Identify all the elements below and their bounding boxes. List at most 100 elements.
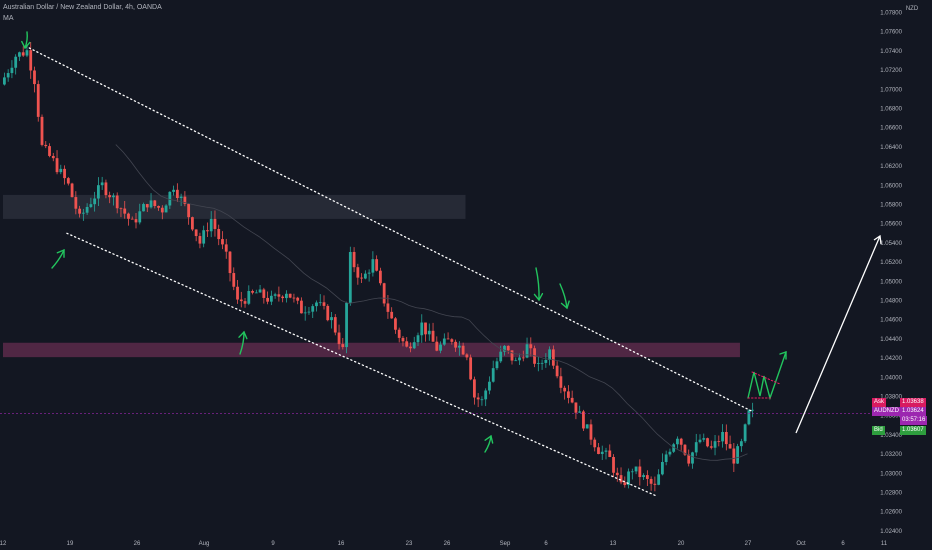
candle-body: [160, 207, 164, 213]
annotations: [21, 31, 787, 453]
candle-body: [85, 206, 89, 213]
price-tick-label: 1.04200: [880, 356, 902, 362]
candle-body: [164, 205, 168, 213]
target-arrowhead: [873, 234, 882, 245]
candle-body: [473, 379, 476, 398]
candle-body: [679, 438, 683, 445]
price-tick-label: 1.04000: [880, 375, 902, 381]
candle-body: [600, 451, 604, 454]
candle-body: [157, 206, 160, 208]
candle-body: [491, 368, 495, 382]
channel-lower-line: [66, 232, 658, 497]
candle-body: [183, 196, 187, 204]
candle-body: [480, 399, 484, 401]
candle-body: [51, 155, 55, 159]
price-tick-label: 1.06200: [880, 164, 902, 170]
candle-body: [593, 439, 597, 448]
time-tick-label: 12: [0, 541, 7, 547]
candle-body: [706, 438, 709, 447]
candle-body: [536, 363, 540, 364]
candle-body: [743, 424, 747, 442]
candle-body: [224, 244, 228, 252]
price-tick-label: 1.07200: [880, 68, 902, 74]
candle-body: [435, 341, 439, 351]
candle-body: [258, 289, 262, 293]
candle-body: [431, 330, 435, 342]
candle-body: [728, 444, 732, 449]
candle-body: [450, 339, 454, 342]
time-tick-label: 11: [881, 541, 888, 547]
candle-body: [55, 158, 59, 173]
candle-body: [642, 475, 645, 478]
candle-body: [469, 357, 473, 380]
candle-body: [326, 305, 330, 321]
price-tick-label: 1.04800: [880, 299, 902, 305]
projected-trendline: [751, 371, 781, 385]
candle-body: [724, 431, 728, 445]
candle-body: [14, 56, 18, 68]
candle-body: [33, 70, 36, 85]
candle-body: [97, 185, 100, 199]
candle-body: [209, 218, 213, 232]
bid-label: Bid: [872, 426, 885, 435]
candle-body: [551, 349, 555, 366]
candle-body: [657, 474, 661, 485]
candle-body: [356, 267, 360, 278]
candle-body: [627, 471, 630, 486]
candle-body: [89, 204, 93, 207]
candle-body: [488, 381, 491, 391]
candle-body: [318, 302, 322, 304]
candle-body: [153, 200, 157, 207]
time-tick-label: Aug: [199, 541, 210, 547]
candle-body: [81, 212, 85, 214]
candle-body: [367, 272, 371, 274]
candle-body: [379, 270, 382, 284]
candle-body: [142, 204, 145, 212]
candle-body: [221, 239, 224, 245]
annotation-arrow: [559, 283, 568, 309]
candle-body: [3, 77, 6, 85]
candle-body: [630, 471, 634, 473]
candle-body: [619, 475, 623, 483]
price-tick-label: 1.07400: [880, 49, 902, 55]
candle-body: [108, 195, 112, 198]
price-tick-label: 1.07800: [880, 11, 902, 17]
candle-body: [454, 341, 457, 348]
price-tick-label: 1.04400: [880, 337, 902, 343]
time-tick-label: Oct: [796, 541, 806, 547]
candle-body: [672, 444, 676, 452]
price-tick-label: 1.06600: [880, 126, 902, 132]
price-tick-label: 1.06400: [880, 145, 902, 151]
candle-body: [70, 183, 74, 198]
price-tick-label: 1.06800: [880, 107, 902, 113]
channel-upper-line: [24, 45, 752, 412]
moving-average-line: [115, 144, 748, 461]
price-axis: 1.07800 1.07600 1.07400 1.07200 1.07000 1.068…: [880, 6, 919, 535]
candle-body: [127, 213, 130, 219]
candle-body: [589, 424, 593, 440]
candle-body: [732, 448, 736, 464]
price-tick-label: 1.02600: [880, 510, 902, 516]
candle-body: [439, 344, 442, 351]
candle-body: [484, 390, 488, 400]
candle-body: [668, 451, 672, 455]
projected-pattern: [747, 351, 787, 401]
candle-body: [78, 208, 81, 214]
annotation-arrow: [535, 267, 540, 301]
candle-body: [570, 397, 574, 403]
annotation-arrowhead: [21, 40, 31, 50]
annotation-arrowhead: [56, 248, 65, 258]
candle-body: [243, 301, 247, 304]
candle-body: [74, 197, 78, 209]
candle-body: [341, 344, 345, 348]
candle-body: [578, 411, 582, 413]
candle-body: [10, 67, 14, 74]
price-tick-label: 1.05800: [880, 203, 902, 209]
candle-body: [333, 317, 337, 333]
time-tick-label: 20: [678, 541, 685, 547]
annotation-arrowhead: [238, 330, 248, 340]
candle-body: [6, 73, 10, 78]
candle-body: [262, 289, 266, 298]
